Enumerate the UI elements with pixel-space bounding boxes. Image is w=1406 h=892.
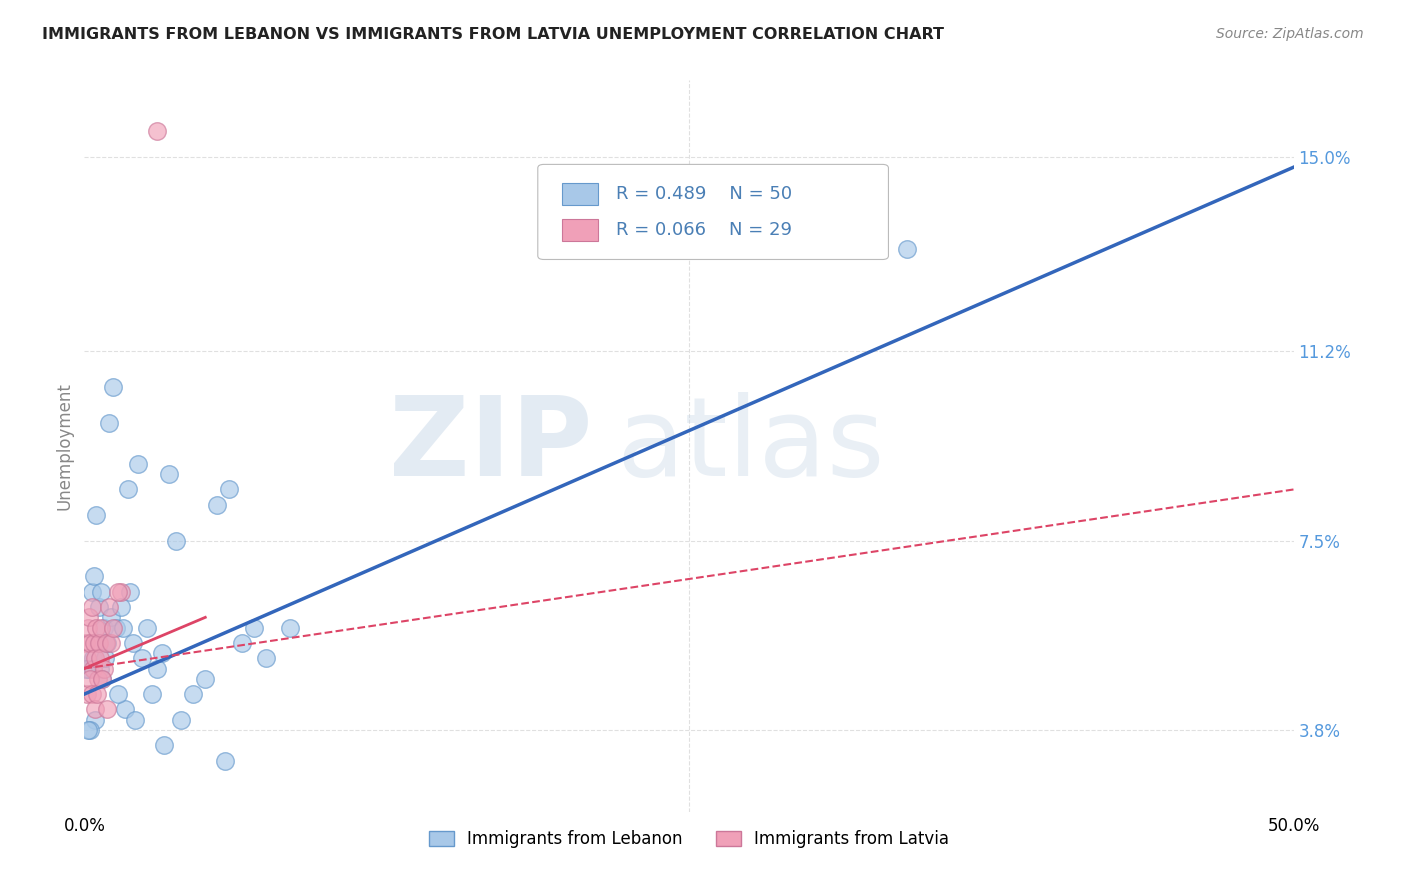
Point [83, 702, 105, 716]
Point [83, 569, 105, 583]
Point [150, 646, 173, 660]
Point [278, 621, 301, 635]
Point [77, 723, 100, 737]
Point [242, 621, 264, 635]
Point [82, 651, 104, 665]
Text: Source: ZipAtlas.com: Source: ZipAtlas.com [1216, 27, 1364, 41]
Point [110, 584, 132, 599]
Point [80, 584, 103, 599]
Point [107, 584, 129, 599]
Point [96, 702, 118, 716]
Point [96, 636, 118, 650]
Point [90, 672, 112, 686]
Point [76, 687, 98, 701]
Text: R = 0.066    N = 29: R = 0.066 N = 29 [616, 221, 793, 239]
Point [89, 651, 111, 665]
Point [83, 636, 105, 650]
Point [214, 754, 236, 768]
Point [75, 661, 97, 675]
Point [107, 687, 129, 701]
Point [157, 467, 180, 482]
Point [93, 621, 115, 635]
Point [181, 687, 204, 701]
Point [141, 687, 163, 701]
Point [153, 738, 176, 752]
FancyBboxPatch shape [562, 219, 599, 241]
Text: R = 0.489    N = 50: R = 0.489 N = 50 [616, 185, 793, 202]
FancyBboxPatch shape [562, 183, 599, 204]
Point [75, 636, 97, 650]
Point [91, 672, 114, 686]
Point [194, 672, 217, 686]
Point [103, 621, 125, 635]
Point [103, 380, 125, 394]
Point [82, 687, 104, 701]
Point [231, 636, 253, 650]
Point [207, 498, 229, 512]
Point [77, 610, 100, 624]
Point [84, 651, 107, 665]
Y-axis label: Unemployment: Unemployment [55, 382, 73, 510]
Point [86, 636, 108, 650]
Legend: Immigrants from Lebanon, Immigrants from Latvia: Immigrants from Lebanon, Immigrants from… [422, 823, 956, 855]
Point [131, 651, 153, 665]
Point [84, 713, 107, 727]
Point [120, 584, 142, 599]
Point [82, 661, 104, 675]
Point [77, 661, 100, 675]
Point [77, 621, 100, 635]
Point [146, 661, 169, 675]
Point [100, 610, 122, 624]
Point [104, 621, 127, 635]
Point [114, 702, 136, 716]
Point [79, 636, 101, 650]
Point [117, 483, 139, 497]
Point [94, 636, 117, 650]
Point [124, 713, 146, 727]
Point [165, 533, 187, 548]
Point [94, 651, 117, 665]
Point [87, 600, 110, 615]
Point [127, 457, 149, 471]
Point [112, 621, 135, 635]
Point [87, 636, 110, 650]
Point [76, 651, 98, 665]
Point [254, 651, 277, 665]
Point [86, 687, 108, 701]
Point [93, 661, 115, 675]
Point [94, 636, 117, 650]
Point [896, 242, 918, 256]
Point [97, 416, 120, 430]
Point [121, 636, 143, 650]
Point [170, 713, 193, 727]
Point [79, 672, 101, 686]
Point [110, 600, 132, 615]
Point [97, 600, 120, 615]
Point [146, 124, 169, 138]
Point [86, 672, 108, 686]
Point [136, 621, 159, 635]
Point [100, 636, 122, 650]
Point [86, 508, 108, 522]
Point [86, 621, 108, 635]
Text: IMMIGRANTS FROM LEBANON VS IMMIGRANTS FROM LATVIA UNEMPLOYMENT CORRELATION CHART: IMMIGRANTS FROM LEBANON VS IMMIGRANTS FR… [42, 27, 945, 42]
Text: atlas: atlas [616, 392, 884, 500]
Text: ZIP: ZIP [389, 392, 592, 500]
FancyBboxPatch shape [538, 164, 889, 260]
Point [80, 600, 103, 615]
Point [79, 723, 101, 737]
Point [90, 584, 112, 599]
Point [90, 621, 112, 635]
Point [89, 661, 111, 675]
Point [218, 483, 240, 497]
